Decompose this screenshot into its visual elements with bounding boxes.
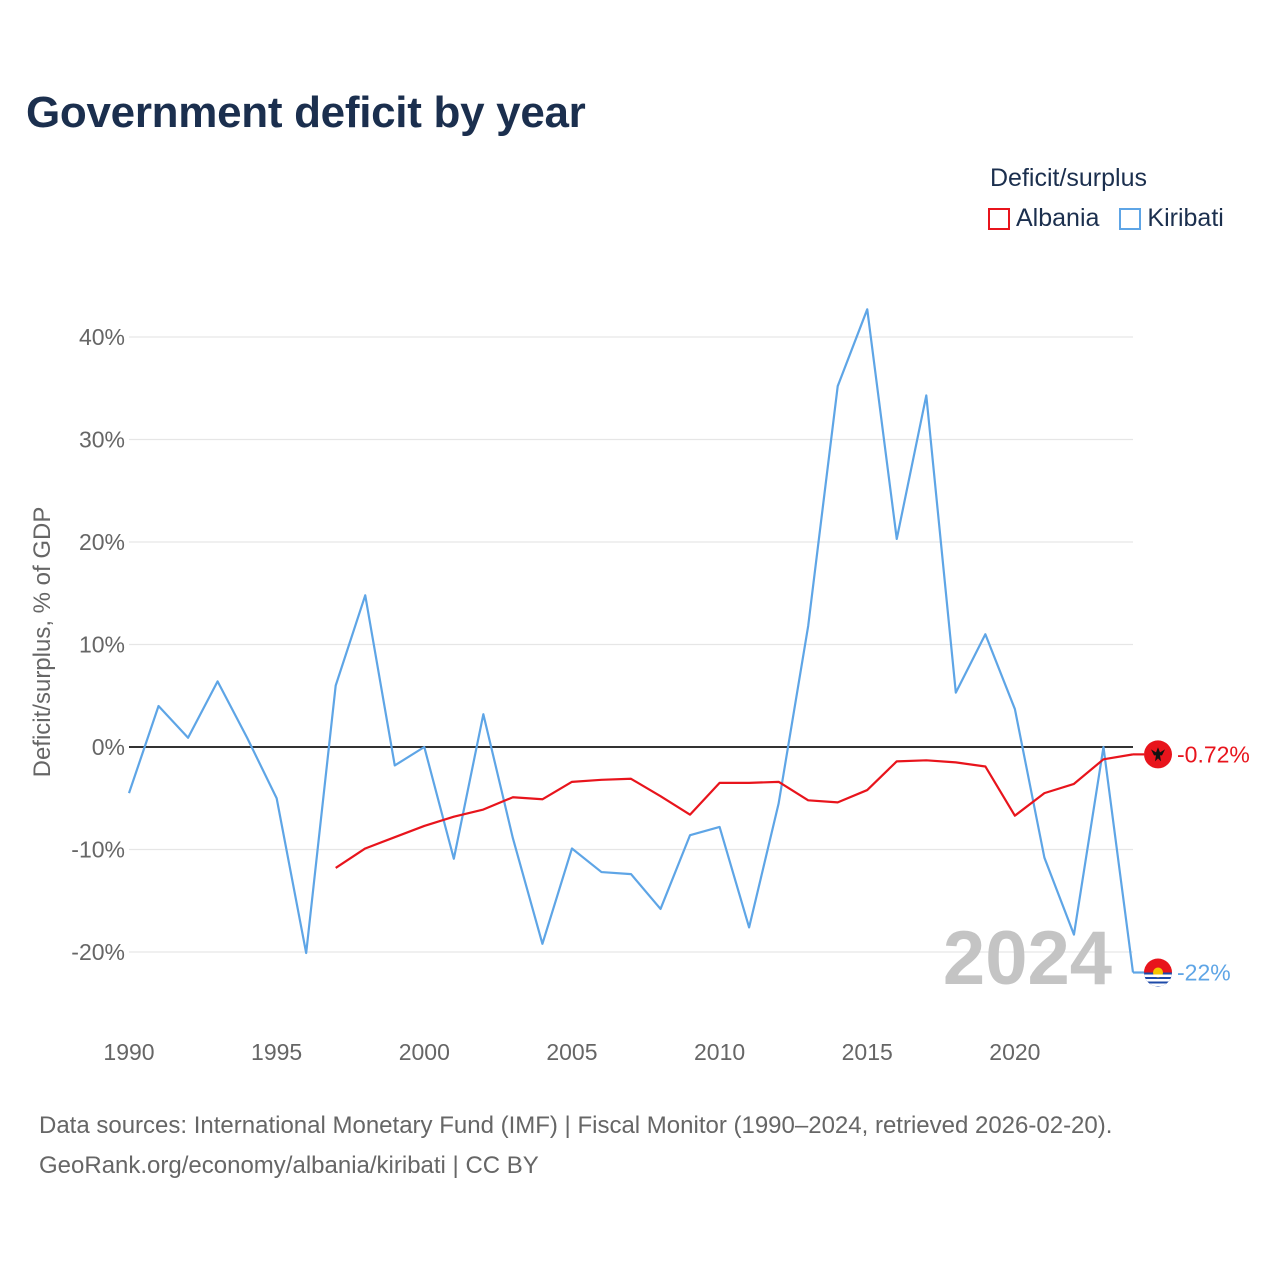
series-end-label-albania: -0.72% [1177, 741, 1250, 767]
y-tick-label: 20% [79, 529, 125, 555]
legend-item-albania[interactable]: Albania [988, 204, 1099, 233]
source-note: Data sources: International Monetary Fun… [39, 1106, 1112, 1186]
x-tick-label: 2010 [694, 1039, 745, 1065]
series-line-kiribati [127, 308, 1135, 973]
legend-label-albania: Albania [1016, 204, 1100, 232]
x-tick-label: 2020 [989, 1039, 1040, 1065]
x-tick-label: 2005 [546, 1039, 597, 1065]
y-tick-label: 40% [79, 324, 125, 350]
y-tick-label: 0% [92, 734, 125, 760]
kiribati-flag-icon [1144, 958, 1172, 987]
y-tick-label: 10% [79, 632, 125, 658]
y-axis-title: Deficit/surplus, % of GDP [29, 507, 56, 778]
x-tick-label: 1990 [103, 1039, 154, 1065]
x-tick-label: 1995 [251, 1039, 302, 1065]
x-tick-label: 2000 [399, 1039, 450, 1065]
albania-flag-icon [1144, 740, 1172, 769]
page-title: Government deficit by year [26, 88, 586, 137]
source-line-1: Data sources: International Monetary Fun… [39, 1112, 1113, 1139]
legend-swatch-kiribati [1119, 207, 1142, 230]
legend-item-kiribati[interactable]: Kiribati [1119, 204, 1224, 233]
x-tick-label: 2015 [842, 1039, 893, 1065]
year-watermark: 2024 [943, 916, 1112, 1001]
legend-title: Deficit/surplus [990, 164, 1147, 192]
legend: Albania Kiribati [988, 204, 1224, 233]
series-end-label-kiribati: -22% [1177, 960, 1231, 986]
source-line-2[interactable]: GeoRank.org/economy/albania/kiribati | C… [39, 1152, 539, 1179]
legend-swatch-albania [988, 207, 1010, 230]
legend-label-kiribati: Kiribati [1147, 204, 1224, 232]
y-tick-label: -20% [71, 939, 125, 965]
y-tick-label: -10% [71, 837, 125, 863]
y-tick-label: 30% [79, 427, 125, 453]
series-line-albania [335, 753, 1134, 869]
